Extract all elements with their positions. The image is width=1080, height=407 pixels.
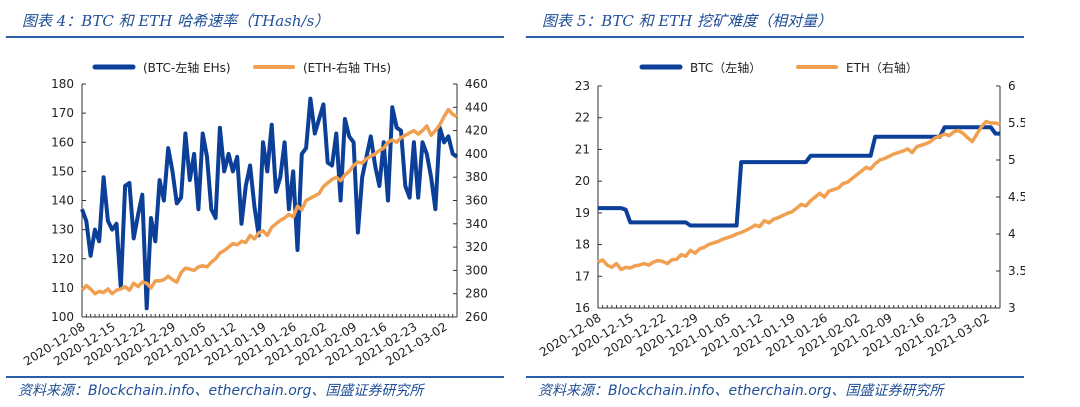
y-left-tick-label: 23 — [575, 79, 590, 93]
y-left-tick-label: 16 — [575, 301, 590, 315]
y-right-tick-label: 340 — [465, 217, 488, 231]
chart-panel-hashrate: 图表 4：BTC 和 ETH 哈希速率（THash/s） 100 110 120 13… — [0, 0, 505, 407]
y-right-tick-label: 4 — [1008, 227, 1016, 241]
y-right-tick-label: 380 — [465, 170, 488, 184]
y-left-tick-label: 120 — [51, 252, 74, 266]
divider — [6, 376, 504, 378]
y-left-tick-label: 170 — [51, 106, 74, 120]
y-right-tick-label: 5.5 — [1008, 116, 1025, 130]
y-right-tick-label: 320 — [465, 240, 488, 254]
series-line-eth — [597, 119, 1001, 272]
y-right-tick-label: 5 — [1008, 153, 1016, 167]
legend-label: BTC（左轴） — [690, 60, 761, 75]
y-right-tick-label: 280 — [465, 287, 488, 301]
divider — [526, 376, 1024, 378]
y-left-tick-label: 110 — [51, 281, 74, 295]
y-left-tick-label: 21 — [575, 142, 590, 156]
y-right-tick-label: 440 — [465, 100, 488, 114]
chart-title: 图表 5：BTC 和 ETH 挖矿难度（相对量） — [542, 12, 833, 30]
y-left-tick-label: 150 — [51, 164, 74, 178]
divider — [526, 36, 1024, 38]
difficulty-chart: 161718192021222333.544.555.562020-12-082… — [537, 60, 1025, 360]
y-left-tick-label: 19 — [575, 206, 590, 220]
legend-label: (ETH-右轴 THs) — [303, 60, 391, 75]
series-line-btc — [80, 96, 459, 311]
y-left-tick-label: 20 — [575, 174, 590, 188]
hashrate-chart: 100 110 120 130 140 150 160 170 180 260 280 300 320 3… — [21, 60, 488, 369]
y-right-tick-label: 260 — [465, 310, 488, 324]
y-right-tick-label: 420 — [465, 124, 488, 138]
y-right-tick-label: 3.5 — [1008, 264, 1025, 278]
y-right-tick-label: 3 — [1008, 301, 1016, 315]
divider — [6, 36, 504, 38]
y-right-tick-label: 300 — [465, 263, 488, 277]
source-note: 资料来源：Blockchain.info、etherchain.org、国盛证券… — [538, 383, 944, 399]
y-left-tick-label: 18 — [575, 238, 590, 252]
y-right-tick-label: 360 — [465, 194, 488, 208]
y-right-tick-label: 400 — [465, 147, 488, 161]
chart-title: 图表 4：BTC 和 ETH 哈希速率（THash/s） — [22, 12, 330, 30]
y-left-tick-label: 17 — [575, 269, 590, 283]
y-left-tick-label: 100 — [51, 310, 74, 324]
y-right-tick-label: 6 — [1008, 79, 1016, 93]
y-left-tick-label: 140 — [51, 194, 74, 208]
y-left-tick-label: 160 — [51, 135, 74, 149]
y-right-tick-label: 460 — [465, 77, 488, 91]
y-right-tick-label: 4.5 — [1008, 190, 1025, 204]
source-note: 资料来源：Blockchain.info、etherchain.org、国盛证券… — [18, 383, 424, 399]
y-left-tick-label: 180 — [51, 77, 74, 91]
series-line-btc — [598, 125, 1000, 228]
legend-label: ETH（右轴） — [846, 60, 918, 75]
series-line-eth — [80, 107, 458, 296]
y-left-tick-label: 130 — [51, 223, 74, 237]
legend-label: (BTC-左轴 EHs) — [143, 60, 231, 75]
y-left-tick-label: 22 — [575, 111, 590, 125]
chart-panel-difficulty: 图表 5：BTC 和 ETH 挖矿难度（相对量） 16 17 18 19 20 21 22 2… — [520, 0, 1025, 407]
